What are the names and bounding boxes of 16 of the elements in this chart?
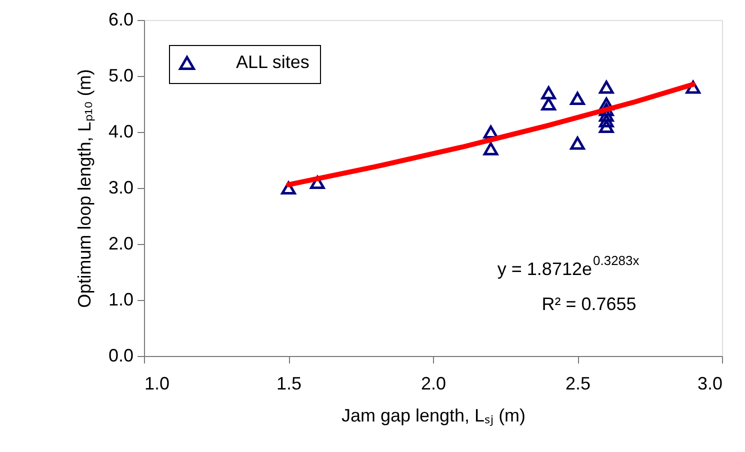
y-tick-label: 6.0 xyxy=(108,10,134,30)
y-axis-title: Optimum loop length, Lₚ₁₀ (m) xyxy=(74,69,96,308)
y-tick-label: 0.0 xyxy=(108,346,134,366)
x-tick-label: 3.0 xyxy=(697,374,722,394)
y-tick-label: 5.0 xyxy=(108,66,134,86)
x-tick-label: 2.0 xyxy=(420,374,446,394)
legend-label: ALL sites xyxy=(236,52,310,72)
y-tick-label: 3.0 xyxy=(108,178,134,198)
x-tick-label: 1.0 xyxy=(144,374,170,394)
x-axis-title: Jam gap length, Lₛⱼ (m) xyxy=(341,406,526,426)
y-tick-label: 2.0 xyxy=(108,234,134,254)
y-tick-label: 4.0 xyxy=(108,122,134,142)
x-tick-label: 2.5 xyxy=(565,374,591,394)
x-tick-label: 1.5 xyxy=(276,374,302,394)
y-tick-label: 1.0 xyxy=(108,290,134,310)
annotation: R² = 0.7655 xyxy=(542,294,636,314)
